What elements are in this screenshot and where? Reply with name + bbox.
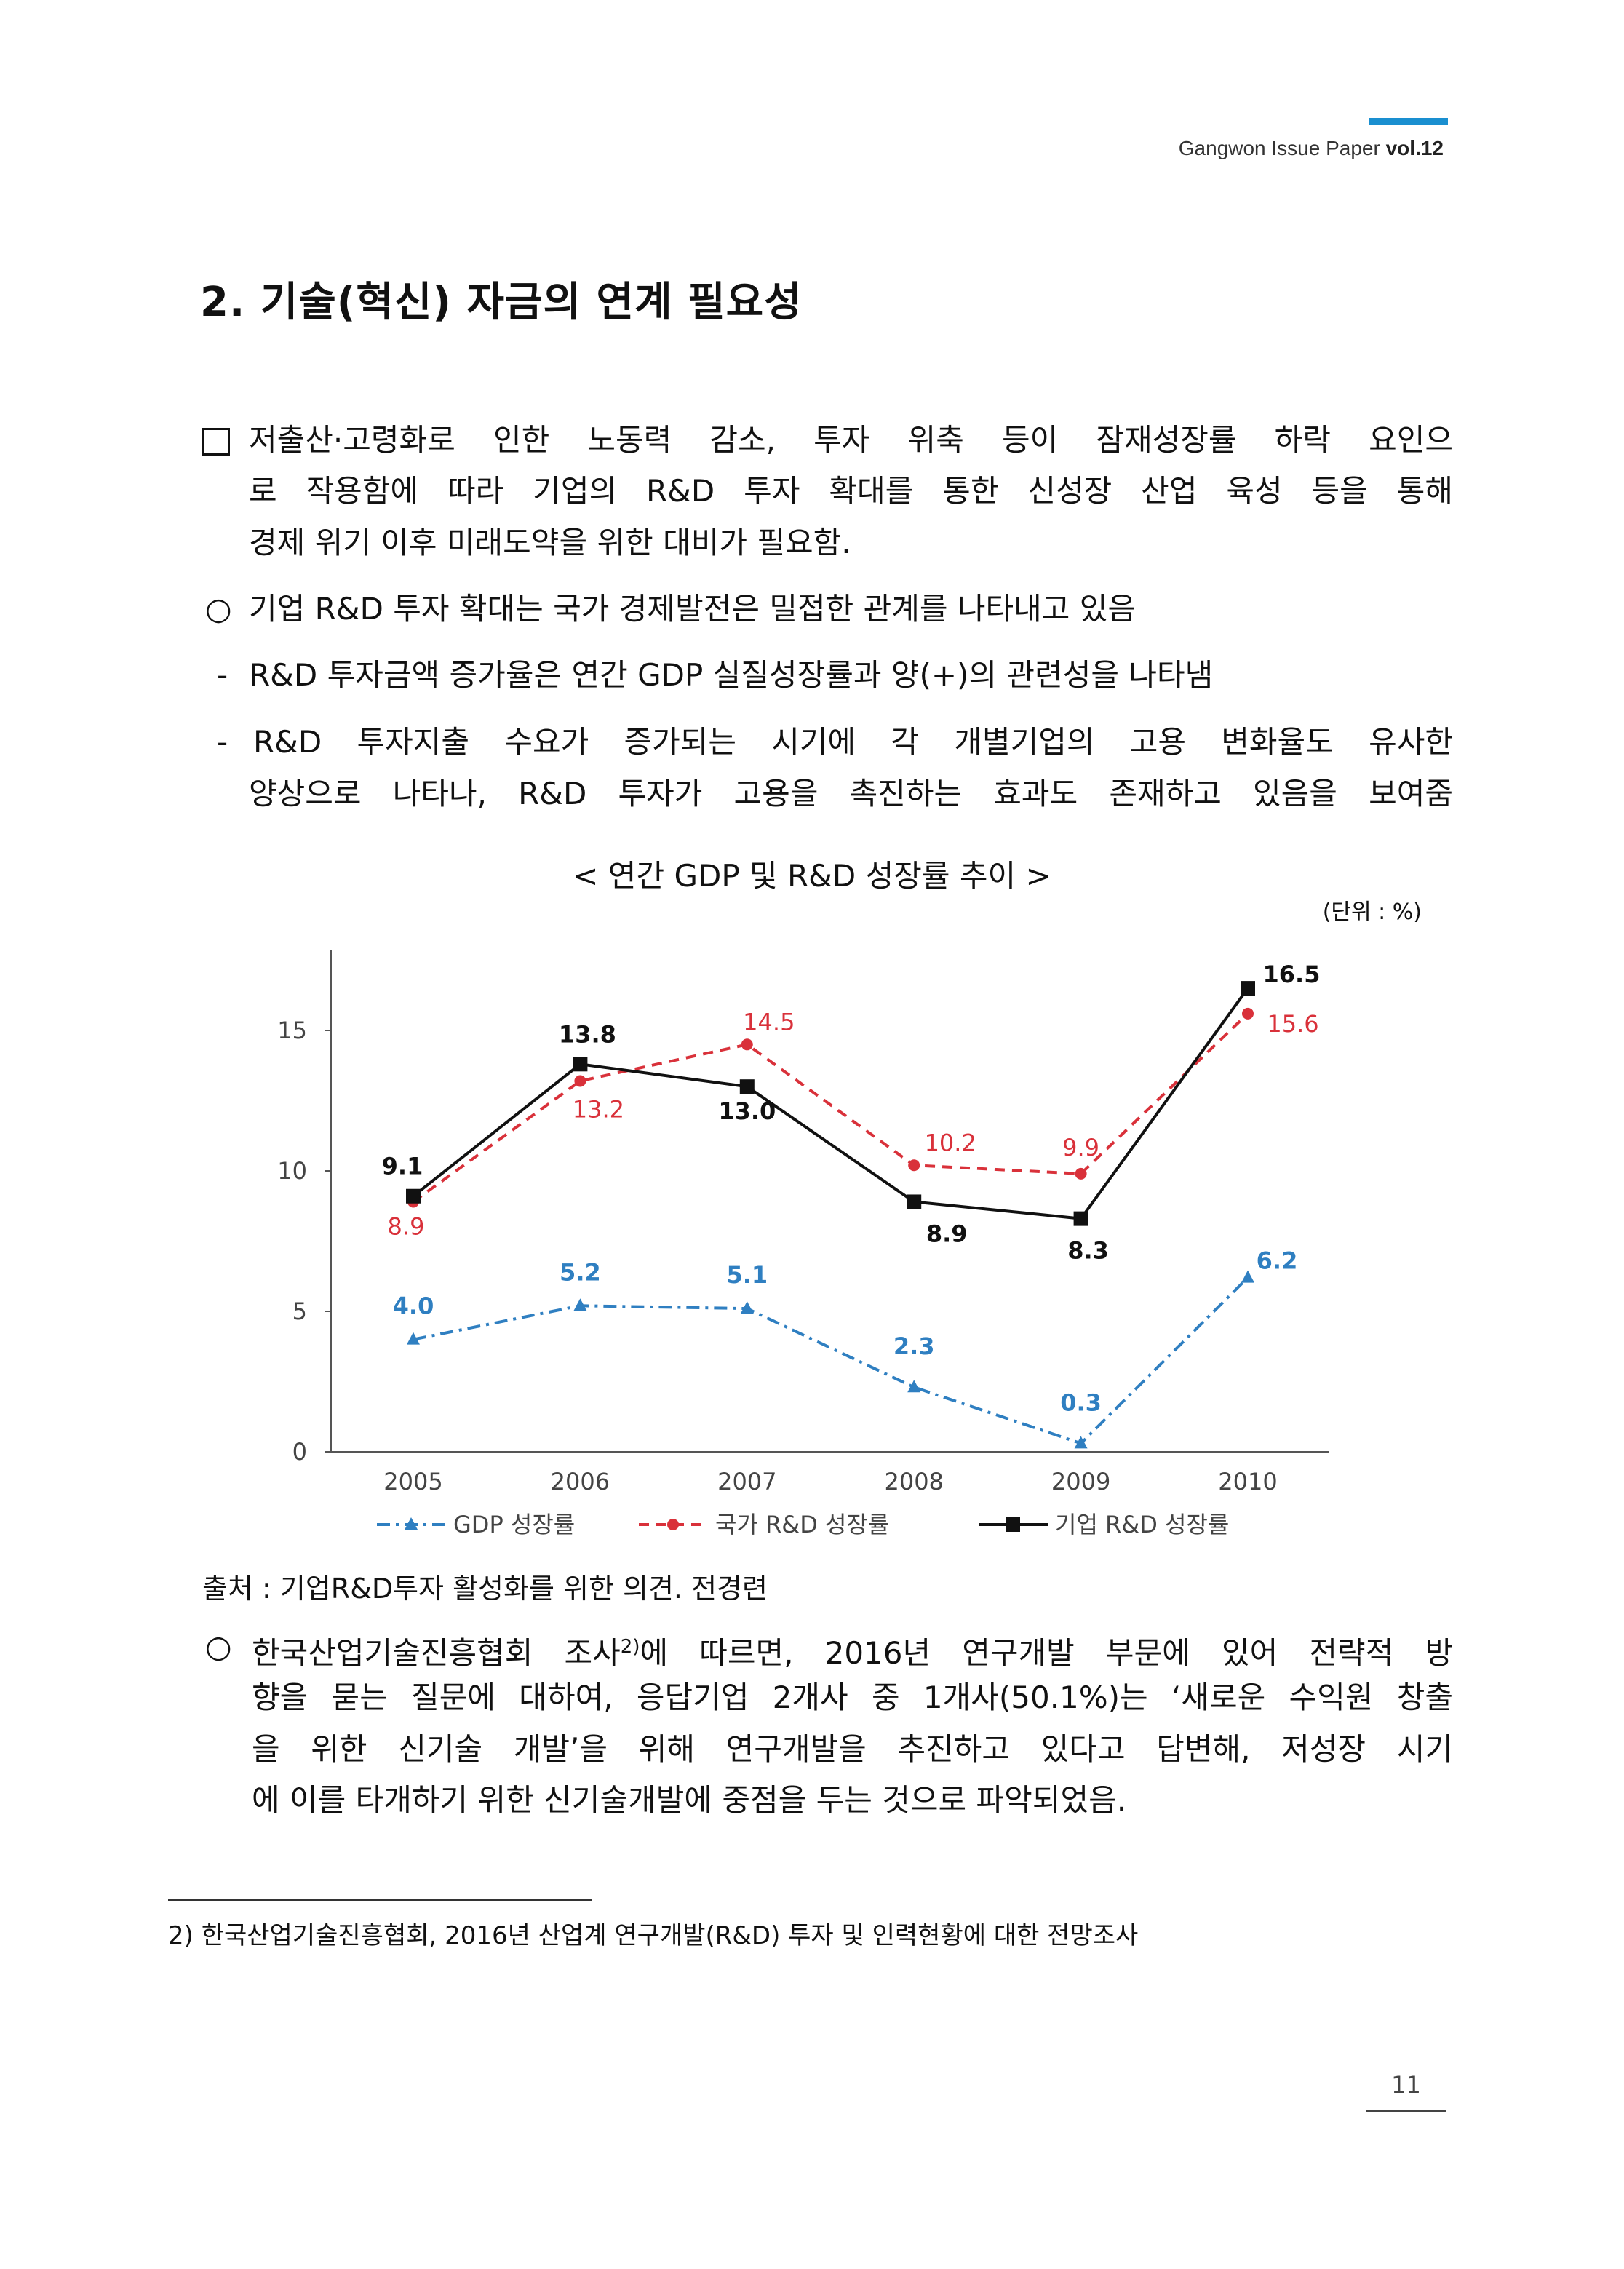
bullet1-text: 기업 R&D 투자 확대는 국가 경제발전은 밀접한 관계를 나타내고 있음 [249,591,1137,627]
data-label: 5.1 [726,1261,768,1289]
bullet2-text: 에 따르면, 2016년 연구개발 부문에 있어 전략적 방 [640,1635,1454,1671]
checkbox-bullet-icon [202,428,230,456]
circle-bullet-icon: ○ [205,591,232,627]
chart-source: 출처 : 기업R&D투자 활성화를 위한 의견. 전경련 [202,1573,768,1605]
data-point [406,1188,421,1204]
chart-title: < 연간 GDP 및 R&D 성장률 추이 > [573,858,1051,894]
legend-marker [1006,1517,1020,1532]
data-point [907,1380,921,1393]
data-label: 8.9 [926,1220,968,1247]
legend-label: GDP 성장률 [453,1511,575,1538]
x-tick-label: 2009 [1051,1468,1110,1495]
para1-line: 로 작용함에 따라 기업의 R&D 투자 확대를 통한 신성장 산업 육성 등을… [249,473,1453,509]
data-point [574,1075,586,1087]
series-line-기업 R&D 성장률 [412,987,1249,1220]
data-point [573,1298,587,1311]
data-label: 2.3 [893,1332,935,1360]
data-point [907,1194,922,1209]
x-tick-label: 2007 [717,1468,776,1495]
data-label: 10.2 [925,1129,976,1156]
legend-label: 국가 R&D 성장률 [715,1511,889,1538]
para1-line: 경제 위기 이후 미래도약을 위한 대비가 필요함. [249,525,851,560]
series-line-국가 R&D 성장률 [412,1012,1249,1204]
bullet2-line: 에 이를 타개하기 위한 신기술개발에 중점을 두는 것으로 파악되었음. [252,1782,1127,1818]
page-number: 11 [1391,2071,1421,2099]
legend-label: 기업 R&D 성장률 [1055,1511,1229,1538]
para1-line: 저출산·고령화로 인한 노동력 감소, 투자 위축 등이 잠재성장률 하락 요인… [249,422,1453,458]
x-tick-label: 2006 [551,1468,610,1495]
line-chart: 0 5 10 15 2005 2006 2007 2008 2009 2010 4.0 5.2 5.1 2… [277,950,1329,1538]
dash2-line: R&D 투자지출 수요가 증가되는 시기에 각 개별기업의 고용 변화율도 유사… [253,724,1453,760]
data-point [1073,1211,1088,1226]
data-point [741,1038,753,1051]
x-tick-label: 2010 [1218,1468,1277,1495]
legend-marker [405,1517,418,1530]
data-label: 13.2 [573,1095,624,1123]
data-label: 5.2 [560,1258,601,1286]
bullet2-line: 한국산업기술진흥협회 조사2)에 따르면, 2016년 연구개발 부문에 있어 … [252,1629,1453,1672]
data-label: 14.5 [743,1008,795,1036]
data-label: 9.1 [382,1153,423,1180]
section-title: 2. 기술(혁신) 자금의 연계 필요성 [200,279,803,326]
bullet2-text: 한국산업기술진흥협회 조사 [252,1635,621,1671]
data-point [739,1079,755,1094]
data-label: 13.0 [718,1097,776,1125]
data-label: 4.0 [393,1292,434,1320]
y-tick-label: 5 [292,1298,307,1325]
series-line-GDP 성장률 [413,1276,1249,1445]
data-label: 0.3 [1060,1388,1102,1416]
data-label: 6.2 [1257,1247,1298,1275]
data-point [1075,1167,1087,1180]
x-tick-label: 2008 [884,1468,943,1495]
volume-label: vol.12 [1385,137,1444,159]
data-point [908,1159,920,1172]
unit-label: (단위 : %) [1322,899,1422,925]
header-publication: Gangwon Issue Paper vol.12 [1179,137,1444,160]
data-label: 15.6 [1267,1010,1318,1038]
data-label: 13.8 [559,1020,616,1048]
y-tick-label: 0 [292,1438,307,1466]
data-point [1241,981,1255,996]
dash-bullet-icon: - [217,724,228,760]
data-point [407,1332,420,1345]
dash1-text: R&D 투자금액 증가율은 연간 GDP 실질성장률과 양(+)의 관련성을 나… [249,657,1214,693]
footnote-ref[interactable]: 2) [620,1636,640,1658]
y-tick-label: 10 [277,1157,307,1185]
x-tick-label: 2005 [383,1468,442,1495]
footnote: 2) 한국산업기술진흥협회, 2016년 산업계 연구개발(R&D) 투자 및 … [168,1921,1139,1950]
data-point [1242,1007,1254,1020]
page-number-underline [1366,2110,1446,2112]
data-label: 9.9 [1062,1134,1099,1161]
dash2-line: 양상으로 나타나, R&D 투자가 고용을 촉진하는 효과도 존재하고 있음을 … [249,776,1453,811]
dash-bullet-icon: - [217,657,228,693]
header-accent-bar [1369,118,1448,125]
publication-name: Gangwon Issue Paper [1178,137,1386,159]
circle-bullet-icon: ○ [205,1629,232,1664]
data-label: 16.5 [1263,961,1321,988]
data-point [1241,1270,1254,1283]
legend-marker [667,1519,679,1530]
data-point [740,1301,754,1314]
bullet2-line: 을 위한 신기술 개발’을 위해 연구개발을 추진하고 있다고 답변해, 저성장… [252,1731,1453,1767]
footnote-divider [168,1899,592,1901]
data-point [1074,1436,1088,1449]
bullet2-line: 향을 묻는 질문에 대하여, 응답기업 2개사 중 1개사(50.1%)는 ‘새… [252,1680,1453,1715]
data-label: 8.9 [388,1212,425,1240]
y-tick-label: 15 [277,1017,307,1044]
data-label: 8.3 [1067,1237,1109,1265]
data-point [573,1057,588,1072]
